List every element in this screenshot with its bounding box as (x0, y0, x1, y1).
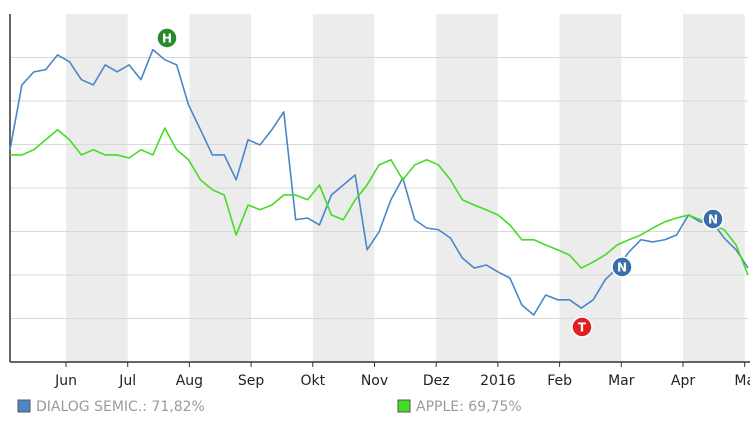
annotation-marker (571, 316, 593, 338)
x-tick-label: Mar (608, 373, 635, 389)
x-tick-label: Jul (118, 373, 136, 389)
line-series (10, 127, 749, 276)
x-tick-label: Feb (547, 373, 572, 389)
x-tick-label: Ma (734, 373, 750, 389)
legend-label: DIALOG SEMIC.: 71,82% (36, 399, 205, 415)
x-tick-label: Apr (671, 373, 695, 389)
x-tick-label: 2016 (480, 373, 516, 389)
x-tick-label: Dez (423, 373, 450, 389)
x-tick-label: Jun (54, 373, 77, 389)
annotation-marker (702, 208, 724, 230)
annotation-label: N (617, 261, 627, 275)
annotation-marker (156, 27, 178, 49)
x-tick-label: Aug (176, 373, 203, 389)
annotation-label: H (162, 32, 172, 46)
legend-swatch (17, 399, 31, 413)
x-tick-label: Sep (238, 373, 265, 389)
legend-label: APPLE: 69,75% (416, 399, 522, 415)
x-tick-label: Nov (361, 373, 388, 389)
x-tick-label: Okt (300, 373, 325, 389)
legend-swatch (397, 399, 411, 413)
annotation-label: T (578, 321, 587, 335)
annotation-label: N (708, 213, 718, 227)
annotation-marker (611, 256, 633, 278)
